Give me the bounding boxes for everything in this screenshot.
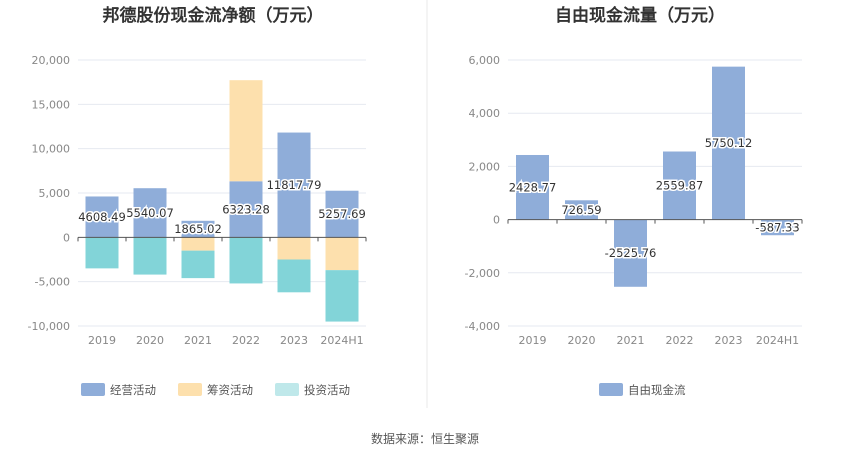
x-tick-label: 2022 [666, 334, 694, 347]
bar-2021 [181, 220, 215, 238]
legend-swatch [275, 383, 299, 396]
bar-2023 [712, 66, 745, 220]
x-tick-label: 2021 [617, 334, 645, 347]
data-label: -2525.76 [605, 246, 657, 260]
bar-2023 [277, 132, 311, 238]
bar-2022 [229, 80, 263, 182]
x-tick-label: 2019 [88, 334, 116, 347]
bar-2020 [133, 188, 167, 238]
x-tick-label: 2023 [715, 334, 743, 347]
data-label: 726.59 [561, 203, 601, 217]
legend-swatch [599, 383, 623, 396]
right-chart-legend: 自由现金流 [599, 383, 686, 397]
bar-2020 [133, 237, 167, 275]
bar-2024H1 [325, 237, 359, 271]
bar-2022 [229, 237, 263, 284]
data-label: 5540.07 [126, 206, 174, 220]
x-tick-label: 2024H1 [756, 334, 799, 347]
legend-swatch [81, 383, 105, 396]
y-tick-label: 0 [63, 231, 70, 244]
y-tick-label: 6,000 [469, 54, 501, 67]
data-label: 5257.69 [318, 207, 366, 221]
bar-2019 [85, 237, 119, 269]
y-tick-label: 20,000 [32, 54, 71, 67]
x-tick-label: 2022 [232, 334, 260, 347]
data-label: 5750.12 [705, 136, 753, 150]
y-tick-label: 5,000 [39, 187, 71, 200]
data-label: 11817.79 [267, 178, 322, 192]
right-chart-plot: -4,000 -2,000 0 2,000 4,000 6,000 2019 2020 2021… [465, 54, 803, 347]
bar-2024H1 [325, 190, 359, 238]
y-tick-label: -2,000 [465, 267, 500, 280]
y-tick-label: 0 [493, 214, 500, 227]
bar-2021 [181, 237, 215, 251]
data-label: 1865.02 [174, 222, 222, 236]
left-chart-title: 邦德股份现金流净额（万元） [103, 5, 324, 26]
bar-2024H1 [761, 219, 794, 236]
left-chart-plot: -10,000 -5,000 0 5,000 10,000 15,000 20,000 201… [28, 54, 368, 347]
x-tick-label: 2023 [280, 334, 308, 347]
left-chart-legend: 经营活动 筹资活动 投资活动 [81, 383, 350, 397]
y-tick-label: 10,000 [32, 143, 71, 156]
bar-2023 [277, 237, 311, 260]
x-tick-label: 2019 [519, 334, 547, 347]
x-tick-label: 2021 [184, 334, 212, 347]
bar-2019 [85, 196, 119, 238]
bar-2022 [229, 181, 263, 238]
bar-2024H1 [325, 270, 359, 322]
legend-label: 经营活动 [110, 383, 156, 397]
x-tick-label: 2024H1 [320, 334, 363, 347]
y-tick-label: -10,000 [28, 320, 70, 333]
data-label: 4608.49 [78, 210, 126, 224]
legend-label: 自由现金流 [628, 383, 686, 397]
x-tick-label: 2020 [568, 334, 596, 347]
legend-swatch [178, 383, 202, 396]
y-tick-label: -4,000 [465, 320, 500, 333]
bar-2022 [663, 151, 696, 220]
x-tick-label: 2020 [136, 334, 164, 347]
y-tick-label: -5,000 [35, 276, 70, 289]
bar-2021 [181, 250, 215, 279]
right-chart-title: 自由现金流量（万元） [555, 5, 725, 26]
bar-2021 [614, 219, 647, 287]
data-label: 6323.28 [222, 202, 270, 216]
data-label: -587.33 [755, 220, 799, 234]
y-tick-label: 4,000 [469, 107, 501, 120]
bar-2023 [277, 259, 311, 293]
y-tick-label: 15,000 [32, 98, 71, 111]
data-label: 2428.77 [509, 180, 557, 194]
legend-label: 投资活动 [304, 383, 350, 397]
data-label: 2559.87 [656, 179, 704, 193]
data-source-note: 数据来源：恒生聚源 [371, 431, 479, 446]
legend-label: 筹资活动 [207, 383, 253, 397]
bar-2020 [565, 200, 598, 220]
bar-2019 [516, 154, 549, 220]
y-tick-label: 2,000 [469, 160, 501, 173]
